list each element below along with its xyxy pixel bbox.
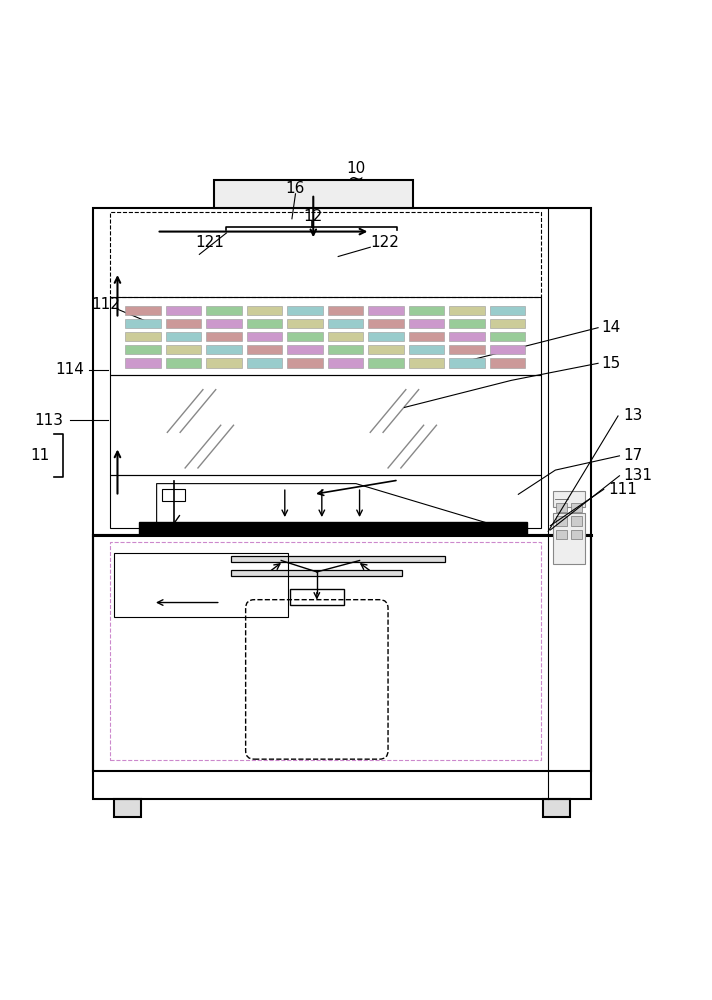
Bar bbox=[206, 306, 242, 315]
Text: 111: 111 bbox=[609, 482, 638, 497]
Bar bbox=[368, 306, 404, 315]
Bar bbox=[328, 319, 363, 328]
Bar bbox=[166, 358, 201, 368]
Bar bbox=[553, 513, 585, 564]
Bar bbox=[93, 208, 591, 799]
Text: 121: 121 bbox=[196, 235, 224, 250]
Text: 112: 112 bbox=[91, 297, 120, 312]
Bar bbox=[110, 475, 541, 528]
Bar bbox=[288, 332, 323, 341]
Bar bbox=[288, 345, 323, 354]
Bar bbox=[368, 345, 404, 354]
Bar bbox=[409, 306, 444, 315]
Text: 12: 12 bbox=[303, 209, 323, 224]
Bar bbox=[449, 332, 485, 341]
Bar bbox=[166, 319, 201, 328]
Bar bbox=[93, 535, 591, 771]
Bar bbox=[247, 319, 283, 328]
Bar bbox=[409, 358, 444, 368]
Text: 10: 10 bbox=[346, 161, 366, 176]
Bar bbox=[162, 489, 185, 501]
Bar bbox=[125, 332, 161, 341]
Text: 114: 114 bbox=[56, 362, 84, 377]
Bar bbox=[556, 503, 567, 512]
Bar bbox=[166, 306, 201, 315]
Bar bbox=[571, 530, 582, 539]
Bar bbox=[247, 358, 283, 368]
Bar bbox=[290, 589, 344, 605]
Bar bbox=[490, 345, 525, 354]
Bar bbox=[409, 319, 444, 328]
Bar bbox=[409, 345, 444, 354]
Bar bbox=[490, 332, 525, 341]
Bar bbox=[556, 516, 567, 526]
Text: 13: 13 bbox=[623, 408, 642, 423]
Bar bbox=[247, 332, 283, 341]
Bar bbox=[206, 345, 242, 354]
Text: 15: 15 bbox=[602, 356, 621, 371]
Bar bbox=[449, 358, 485, 368]
Bar bbox=[110, 375, 541, 475]
Bar bbox=[368, 332, 404, 341]
Bar bbox=[449, 319, 485, 328]
Text: 17: 17 bbox=[623, 448, 642, 463]
Bar bbox=[139, 522, 527, 535]
Bar bbox=[125, 319, 161, 328]
Bar bbox=[288, 306, 323, 315]
Bar bbox=[231, 556, 445, 562]
Text: ~: ~ bbox=[348, 170, 364, 189]
Bar bbox=[206, 319, 242, 328]
Bar bbox=[328, 358, 363, 368]
Bar bbox=[490, 319, 525, 328]
Bar bbox=[206, 358, 242, 368]
Bar bbox=[231, 570, 402, 576]
Bar bbox=[110, 297, 541, 375]
Bar bbox=[288, 358, 323, 368]
Bar bbox=[114, 553, 288, 617]
Text: 122: 122 bbox=[370, 235, 399, 250]
Bar bbox=[110, 212, 541, 297]
Bar bbox=[110, 542, 541, 760]
Bar bbox=[125, 358, 161, 368]
Bar bbox=[247, 306, 283, 315]
Bar bbox=[125, 306, 161, 315]
Bar bbox=[114, 799, 141, 817]
Bar bbox=[449, 345, 485, 354]
Bar bbox=[490, 306, 525, 315]
Bar bbox=[214, 180, 413, 208]
Bar bbox=[247, 345, 283, 354]
Bar bbox=[288, 319, 323, 328]
Text: 131: 131 bbox=[623, 468, 652, 483]
Bar bbox=[571, 503, 582, 512]
Bar bbox=[125, 345, 161, 354]
Bar bbox=[368, 358, 404, 368]
Bar bbox=[328, 332, 363, 341]
Bar bbox=[490, 358, 525, 368]
Bar bbox=[553, 491, 585, 507]
Text: 16: 16 bbox=[286, 181, 305, 196]
Text: 113: 113 bbox=[34, 413, 63, 428]
Bar bbox=[368, 319, 404, 328]
Bar bbox=[206, 332, 242, 341]
Bar bbox=[571, 516, 582, 526]
Bar bbox=[409, 332, 444, 341]
Text: 11: 11 bbox=[30, 448, 50, 463]
Bar bbox=[449, 306, 485, 315]
Bar bbox=[328, 345, 363, 354]
Bar bbox=[166, 332, 201, 341]
Bar bbox=[543, 799, 570, 817]
Bar bbox=[166, 345, 201, 354]
Bar bbox=[328, 306, 363, 315]
Bar bbox=[556, 530, 567, 539]
Text: 14: 14 bbox=[602, 320, 621, 335]
